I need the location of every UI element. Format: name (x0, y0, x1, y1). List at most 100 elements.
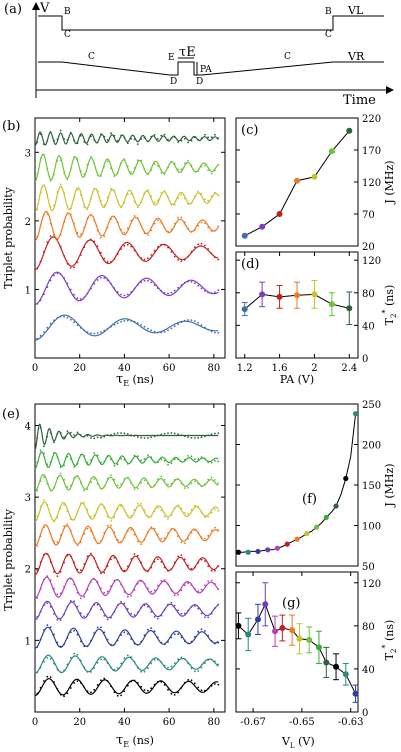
data-point-e-6-53 (210, 529, 213, 532)
data-point-e-7-54 (214, 508, 216, 511)
data-point-b-1-4 (46, 286, 49, 289)
data-point-e-1-5 (49, 657, 52, 660)
data-point-e-2-51 (204, 630, 206, 632)
data-point-e-0-19 (96, 684, 99, 686)
data-point-b-6-49 (197, 138, 200, 141)
data-point-e-4-53 (210, 579, 213, 582)
data-point-e-6-15 (83, 533, 86, 535)
data-point-b-4-54 (214, 191, 216, 194)
vl-symbol: V (281, 735, 291, 748)
data-point-e-0-5 (49, 676, 52, 678)
data-point-e-10-42 (173, 432, 176, 435)
data-point-e-0-42 (173, 694, 176, 696)
data-point-b-3-31 (136, 217, 139, 220)
data-point-e-0-35 (150, 687, 153, 690)
data-point-e-2-40 (167, 641, 169, 643)
data-point-e-2-47 (190, 640, 193, 643)
data-point-e-6-31 (136, 540, 139, 543)
panel-d-frame (235, 251, 359, 359)
x-tick-label-g-2: -0.63 (338, 717, 364, 728)
data-point-b-3-38 (160, 221, 163, 224)
data-point-e-5-30 (133, 553, 136, 555)
data-point-e-5-46 (187, 564, 190, 567)
data-point-b-6-2 (39, 133, 42, 136)
data-point-e-3-1 (36, 616, 39, 618)
data-point-e-3-49 (197, 607, 200, 610)
data-point-e-7-25 (116, 508, 119, 511)
data-point-e-4-54 (214, 583, 216, 585)
data-point-b-1-20 (100, 277, 102, 279)
data-point-b-3-26 (120, 228, 122, 231)
point-label-c3: C (88, 52, 95, 62)
data-point-e-6-11 (69, 529, 72, 532)
data-point-e-3-16 (86, 613, 89, 616)
data-point-e-0-17 (90, 691, 92, 694)
t2-subscript-g: 2 (390, 649, 398, 653)
data-point-e-0-1 (36, 692, 39, 695)
data-point-b-4-10 (66, 205, 69, 208)
data-point-e-4-5 (49, 579, 52, 582)
data-point-e-7-31 (136, 502, 139, 505)
data-point-e-6-50 (200, 536, 203, 538)
data-point-e-6-28 (126, 530, 129, 533)
data-point-e-5-47 (190, 567, 193, 570)
data-point-e-5-5 (49, 561, 52, 563)
data-point-b-5-16 (86, 163, 89, 166)
data-point-b-4-12 (73, 197, 75, 200)
data-point-b-0-37 (157, 331, 159, 334)
data-point-e-1-29 (130, 656, 133, 658)
data-point-e-1-21 (103, 658, 106, 661)
data-point-b-4-18 (93, 187, 96, 190)
data-point-e-10-11 (69, 431, 72, 434)
data-point-b-1-32 (140, 281, 143, 284)
fit-curve-b-5 (34, 153, 219, 182)
data-point-e-2-16 (86, 645, 89, 648)
data-point-b-1-24 (113, 287, 116, 289)
data-point-e-4-16 (86, 588, 89, 591)
data-point-b-0-22 (106, 327, 109, 330)
data-point-b-3-45 (183, 221, 186, 224)
t2-symbol-d: T (383, 317, 396, 325)
data-point-e-3-48 (193, 605, 196, 607)
data-point-b-5-24 (113, 175, 116, 178)
data-point-e-7-20 (100, 503, 102, 506)
data-point-e-9-21 (103, 460, 106, 463)
y-tick-label-d-3: 120 (362, 256, 381, 267)
data-point-e-10-51 (204, 435, 206, 438)
data-point-b-2-15 (83, 246, 86, 249)
data-point-e-2-26 (120, 634, 122, 636)
data-point-b-2-31 (136, 253, 139, 256)
data-point-e-8-9 (63, 478, 65, 481)
data-point-b-4-34 (147, 189, 149, 192)
data-point-b-2-36 (153, 249, 156, 252)
data-point-e-0-31 (136, 682, 139, 684)
data-point-e-5-12 (73, 561, 75, 564)
data-point-b-4-26 (120, 206, 122, 209)
data-point-b-4-21 (103, 204, 106, 206)
data-point-b-5-19 (96, 173, 99, 176)
data-point-b-1-50 (200, 287, 203, 290)
data-point-e-7-46 (187, 512, 190, 515)
data-point-b-5-49 (197, 170, 200, 173)
data-point-b-2-41 (170, 251, 173, 253)
data-point-b-0-26 (120, 320, 122, 323)
data-point-e-6-12 (73, 539, 75, 542)
data-point-e-2-42 (173, 633, 176, 635)
data-point-b-5-27 (123, 158, 126, 161)
data-point-b-6-30 (133, 138, 136, 141)
data-point-b-3-32 (140, 224, 143, 227)
data-point-e-2-11 (69, 631, 72, 634)
data-point-e-1-28 (126, 654, 129, 657)
data-point-b-2-48 (193, 246, 196, 249)
data-point-e-10-45 (183, 435, 186, 438)
data-point-e-8-11 (69, 484, 72, 487)
data-point-e-7-42 (173, 507, 176, 510)
data-point-b-6-22 (106, 139, 109, 141)
data-point-e-6-14 (79, 541, 82, 543)
data-point-e-6-47 (190, 531, 193, 534)
data-point-e-10-48 (193, 437, 196, 439)
marker-c-3 (294, 177, 300, 184)
data-point-e-2-15 (83, 645, 86, 648)
data-point-e-8-38 (160, 475, 163, 478)
point-label-c4: C (284, 52, 291, 62)
